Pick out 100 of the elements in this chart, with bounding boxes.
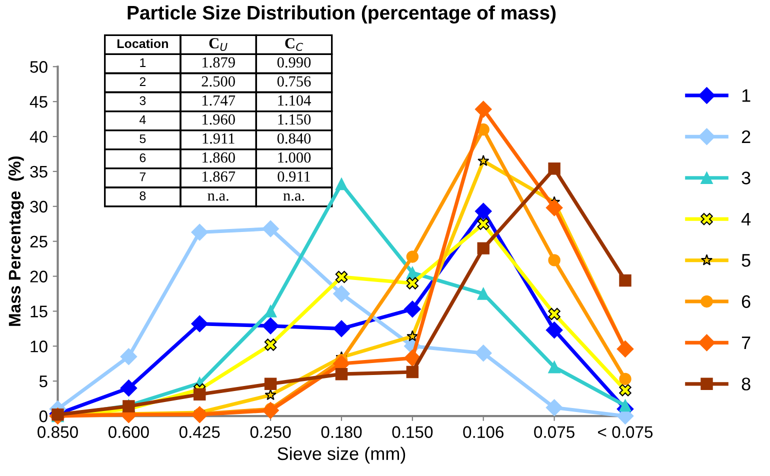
point (548, 162, 560, 175)
y-tick-label: 45 (30, 96, 48, 108)
point (335, 178, 348, 190)
point (404, 300, 421, 318)
point (474, 100, 492, 118)
point (333, 320, 350, 338)
y-axis-title: Mass Percentage (%) (8, 156, 24, 326)
point (477, 288, 490, 300)
point (335, 270, 348, 284)
chart-title: Particle Size Distribution (percentage of mass) (128, 5, 556, 24)
x-tick-label: 0.425 (179, 426, 220, 438)
legend-label: 8 (742, 378, 750, 390)
x-axis-title: Sieve size (mm) (278, 446, 406, 464)
point (191, 406, 208, 424)
annotation: 6 (140, 153, 146, 162)
legend-label: 3 (742, 172, 750, 184)
legend-label: 5 (742, 254, 750, 267)
point (616, 340, 634, 358)
y-tick-label: 50 (30, 61, 48, 73)
annotation: 0.911 (278, 171, 310, 182)
point (478, 154, 490, 166)
legend-label: 4 (741, 212, 751, 226)
point (546, 399, 563, 416)
point (406, 277, 419, 290)
x-tick-label: 0.600 (108, 426, 149, 438)
point (477, 242, 490, 254)
x-tick-label: < 0.075 (598, 426, 653, 438)
y-tick-label: 5 (39, 376, 48, 388)
x-tick-label: 0.850 (38, 426, 78, 438)
text: C$_{U}$ (209, 38, 228, 51)
y-tick-label: 0 (39, 410, 48, 422)
annotation: 7 (140, 172, 146, 182)
legend-label: 7 (742, 336, 750, 350)
annotation: 1.867 (202, 171, 236, 182)
annotation: 1.960 (202, 114, 235, 125)
point (262, 317, 279, 334)
legend-label: 1 (742, 89, 750, 102)
y-tick-label: 35 (30, 166, 48, 178)
text: Location (117, 38, 168, 48)
y-tick-label: 15 (30, 306, 48, 318)
point (406, 330, 418, 342)
y-tick-label: 30 (30, 200, 48, 213)
point (264, 388, 276, 400)
point (619, 384, 632, 396)
y-tick-label: 40 (30, 130, 48, 143)
y-tick-label: 10 (30, 340, 48, 352)
point (619, 274, 632, 287)
annotation: 2.500 (202, 76, 235, 87)
point (264, 378, 277, 390)
point (548, 361, 560, 374)
annotation: 5 (140, 134, 146, 144)
point (548, 308, 560, 320)
point (474, 202, 492, 220)
point (191, 224, 208, 241)
point (120, 348, 138, 366)
point (406, 366, 419, 378)
annotation: n.a. (208, 193, 228, 201)
x-tick-label: 0.250 (250, 426, 291, 438)
annotation: 0.756 (277, 76, 311, 87)
annotation: n.a. (283, 193, 304, 201)
annotation: 3 (140, 96, 146, 106)
annotation: 0.990 (277, 57, 311, 68)
point (619, 399, 632, 412)
point (477, 218, 490, 230)
annotation: 8 (140, 191, 146, 200)
point (404, 350, 421, 366)
annotation: 1.879 (202, 57, 235, 68)
point (264, 338, 277, 351)
point (335, 368, 348, 380)
point (546, 322, 563, 338)
y-tick-label: 20 (30, 270, 48, 282)
point (262, 220, 279, 238)
annotation: 0.840 (277, 133, 311, 144)
point (619, 372, 632, 386)
legend-label: 6 (742, 295, 750, 308)
annotation: 1.150 (278, 114, 311, 125)
point (406, 250, 419, 263)
point (264, 305, 277, 318)
annotation: 1.911 (202, 133, 234, 144)
point (120, 380, 138, 396)
x-tick-label: 0.150 (392, 426, 433, 438)
annotation: 1.747 (202, 95, 236, 106)
annotation: 1 (140, 58, 146, 67)
point (548, 254, 560, 266)
point (262, 402, 279, 419)
x-tick-label: 0.106 (463, 426, 504, 438)
point (474, 344, 492, 362)
x-tick-label: 0.075 (534, 426, 574, 438)
annotation: 1.860 (202, 152, 235, 163)
annotation: 1.000 (278, 152, 311, 163)
point (546, 199, 563, 216)
y-tick-label: 25 (30, 236, 48, 248)
annotation: 2 (140, 77, 146, 86)
point (191, 315, 208, 332)
legend-label: 2 (742, 130, 750, 143)
x-tick-label: 0.180 (321, 426, 362, 438)
point (194, 388, 206, 400)
point (333, 285, 350, 302)
text: C$_{C}$ (285, 38, 304, 51)
annotation: 1.104 (278, 95, 311, 106)
